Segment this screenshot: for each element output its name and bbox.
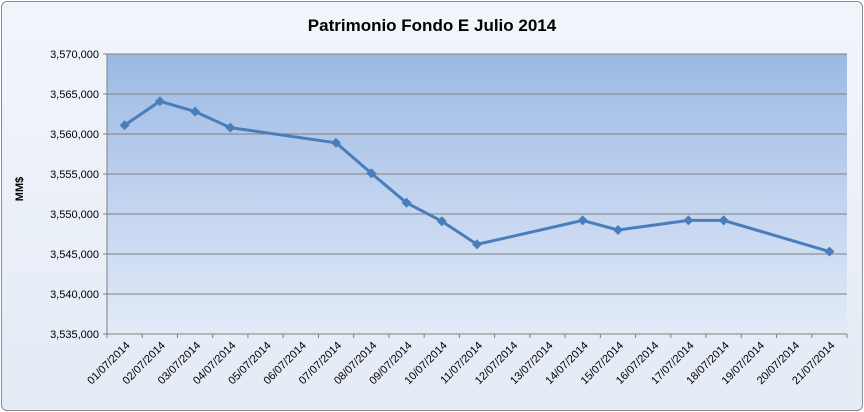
data-point-marker: [718, 215, 729, 226]
y-tick-label: 3,570,000: [50, 49, 99, 61]
data-point-marker: [436, 216, 447, 227]
series-layer: [119, 96, 835, 257]
plot-area: [107, 54, 847, 334]
y-tick-label: 3,540,000: [50, 289, 99, 301]
y-tick-label: 3,565,000: [50, 89, 99, 101]
y-axis-label: MM$: [14, 177, 26, 201]
y-tick-label: 3,545,000: [50, 249, 99, 261]
data-point-marker: [401, 197, 412, 208]
x-tick-labels: 01/07/201402/07/201403/07/201404/07/2014…: [85, 340, 837, 387]
data-point-marker: [613, 225, 623, 235]
data-point-marker: [225, 122, 236, 133]
y-tick-label: 3,555,000: [50, 169, 99, 181]
series-line: [123, 99, 831, 254]
data-point-marker: [472, 239, 482, 250]
data-point-marker: [366, 168, 377, 179]
data-point-marker: [190, 106, 201, 117]
data-point-marker: [683, 215, 694, 226]
y-tick-label: 3,550,000: [50, 209, 99, 221]
data-point-marker: [331, 137, 341, 148]
axes: [103, 53, 848, 338]
data-point-marker: [577, 215, 588, 226]
data-point-marker: [119, 120, 130, 131]
chart-title: Patrimonio Fondo E Julio 2014: [308, 16, 557, 35]
gridlines: [107, 53, 847, 295]
y-tick-label: 3,535,000: [50, 329, 99, 341]
y-tick-label: 3,560,000: [50, 129, 99, 141]
data-point-marker: [154, 96, 165, 107]
y-tick-labels: 3,535,000 3,540,000 3,545,000 3,550,000 3,55…: [50, 49, 99, 341]
data-point-marker: [824, 246, 835, 257]
